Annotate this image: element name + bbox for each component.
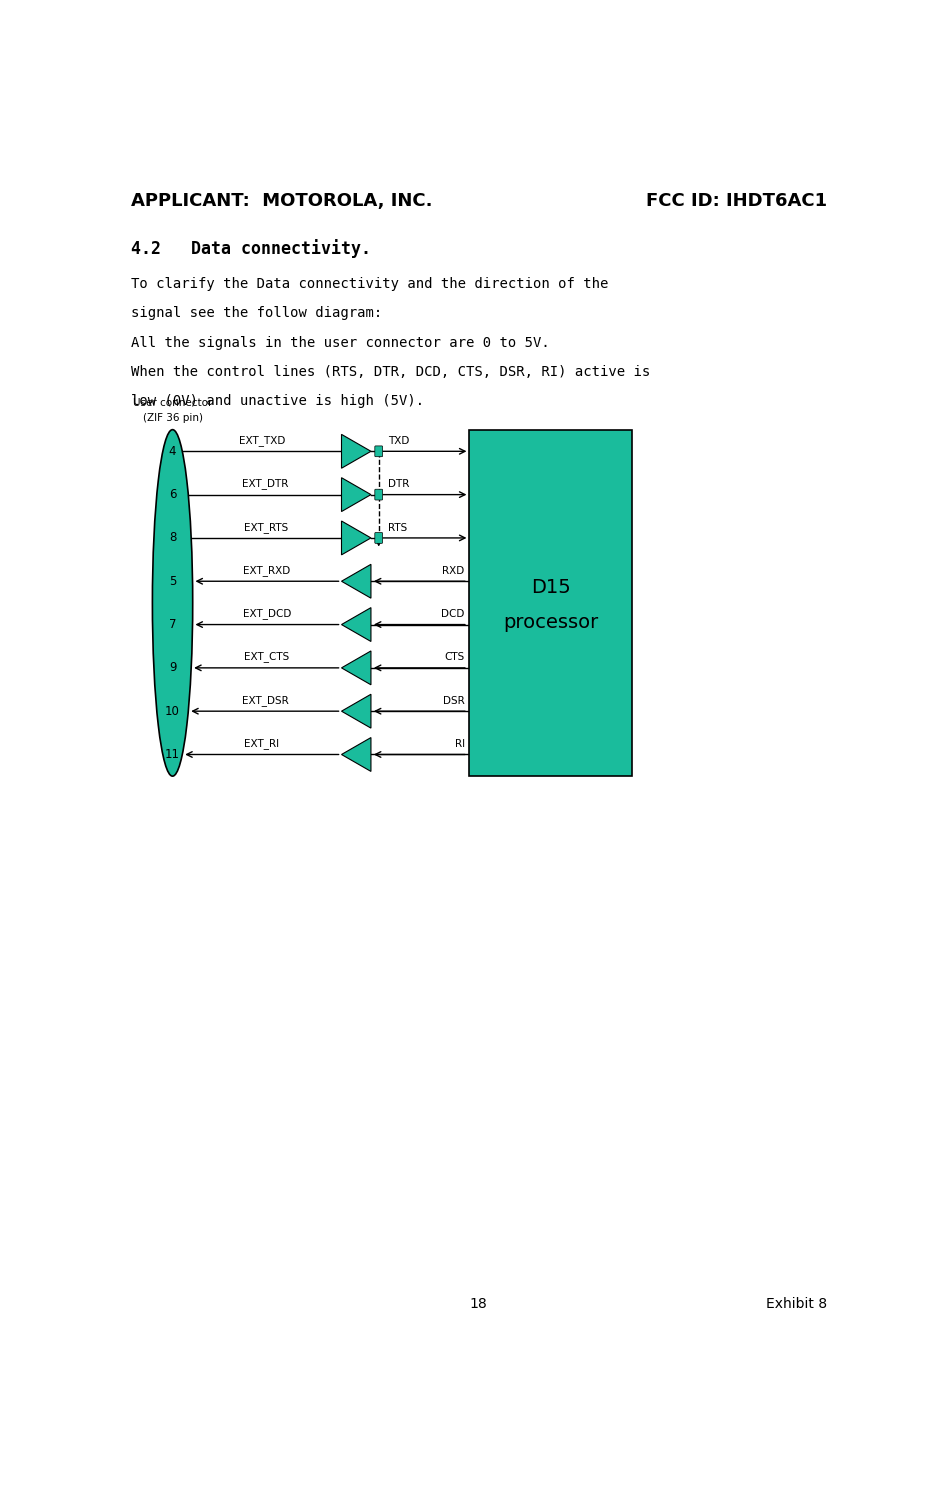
Polygon shape xyxy=(342,650,371,685)
Text: DSR: DSR xyxy=(443,695,465,706)
Text: D15: D15 xyxy=(531,579,571,597)
Polygon shape xyxy=(342,737,371,771)
Text: Exhibit 8: Exhibit 8 xyxy=(766,1298,827,1311)
Bar xyxy=(470,429,632,776)
Text: 18: 18 xyxy=(470,1298,488,1311)
Text: To clarify the Data connectivity and the direction of the: To clarify the Data connectivity and the… xyxy=(131,277,608,292)
Text: EXT_TXD: EXT_TXD xyxy=(239,435,285,446)
Text: RTS: RTS xyxy=(388,523,407,532)
Text: EXT_RTS: EXT_RTS xyxy=(244,522,289,532)
Text: RXD: RXD xyxy=(443,565,465,576)
Text: 4: 4 xyxy=(169,446,177,457)
Text: 10: 10 xyxy=(165,704,180,718)
Text: 11: 11 xyxy=(165,748,180,761)
Text: DTR: DTR xyxy=(388,480,409,489)
Text: 7: 7 xyxy=(169,617,177,631)
Text: TXD: TXD xyxy=(388,437,409,446)
Polygon shape xyxy=(342,435,371,468)
Polygon shape xyxy=(342,607,371,641)
Text: 9: 9 xyxy=(169,661,177,674)
Text: 8: 8 xyxy=(169,531,177,544)
Text: EXT_RI: EXT_RI xyxy=(245,739,279,749)
Text: When the control lines (RTS, DTR, DCD, CTS, DSR, RI) active is: When the control lines (RTS, DTR, DCD, C… xyxy=(131,365,650,378)
Text: EXT_CTS: EXT_CTS xyxy=(244,652,289,662)
Text: RI: RI xyxy=(455,739,465,749)
FancyBboxPatch shape xyxy=(375,532,383,543)
Ellipse shape xyxy=(152,429,192,776)
Text: signal see the follow diagram:: signal see the follow diagram: xyxy=(131,306,382,320)
Text: CTS: CTS xyxy=(445,652,465,662)
FancyBboxPatch shape xyxy=(375,489,383,499)
Text: User connector: User connector xyxy=(133,398,212,408)
Text: DCD: DCD xyxy=(442,608,465,619)
Polygon shape xyxy=(342,564,371,598)
Text: APPLICANT:  MOTOROLA, INC.: APPLICANT: MOTOROLA, INC. xyxy=(131,193,432,211)
Text: (ZIF 36 pin): (ZIF 36 pin) xyxy=(143,414,203,423)
Text: EXT_DTR: EXT_DTR xyxy=(242,478,288,489)
FancyBboxPatch shape xyxy=(375,446,383,456)
Text: 4.2   Data connectivity.: 4.2 Data connectivity. xyxy=(131,239,371,257)
Text: low (0V) and unactive is high (5V).: low (0V) and unactive is high (5V). xyxy=(131,395,424,408)
Polygon shape xyxy=(342,694,371,728)
Text: 6: 6 xyxy=(169,489,177,501)
Text: processor: processor xyxy=(503,613,599,632)
Text: All the signals in the user connector are 0 to 5V.: All the signals in the user connector ar… xyxy=(131,336,549,350)
Text: EXT_DSR: EXT_DSR xyxy=(242,695,289,706)
Polygon shape xyxy=(342,520,371,555)
Text: EXT_RXD: EXT_RXD xyxy=(244,565,290,576)
Text: 5: 5 xyxy=(169,574,177,588)
Text: EXT_DCD: EXT_DCD xyxy=(243,608,291,619)
Text: FCC ID: IHDT6AC1: FCC ID: IHDT6AC1 xyxy=(645,193,827,211)
Polygon shape xyxy=(342,478,371,511)
